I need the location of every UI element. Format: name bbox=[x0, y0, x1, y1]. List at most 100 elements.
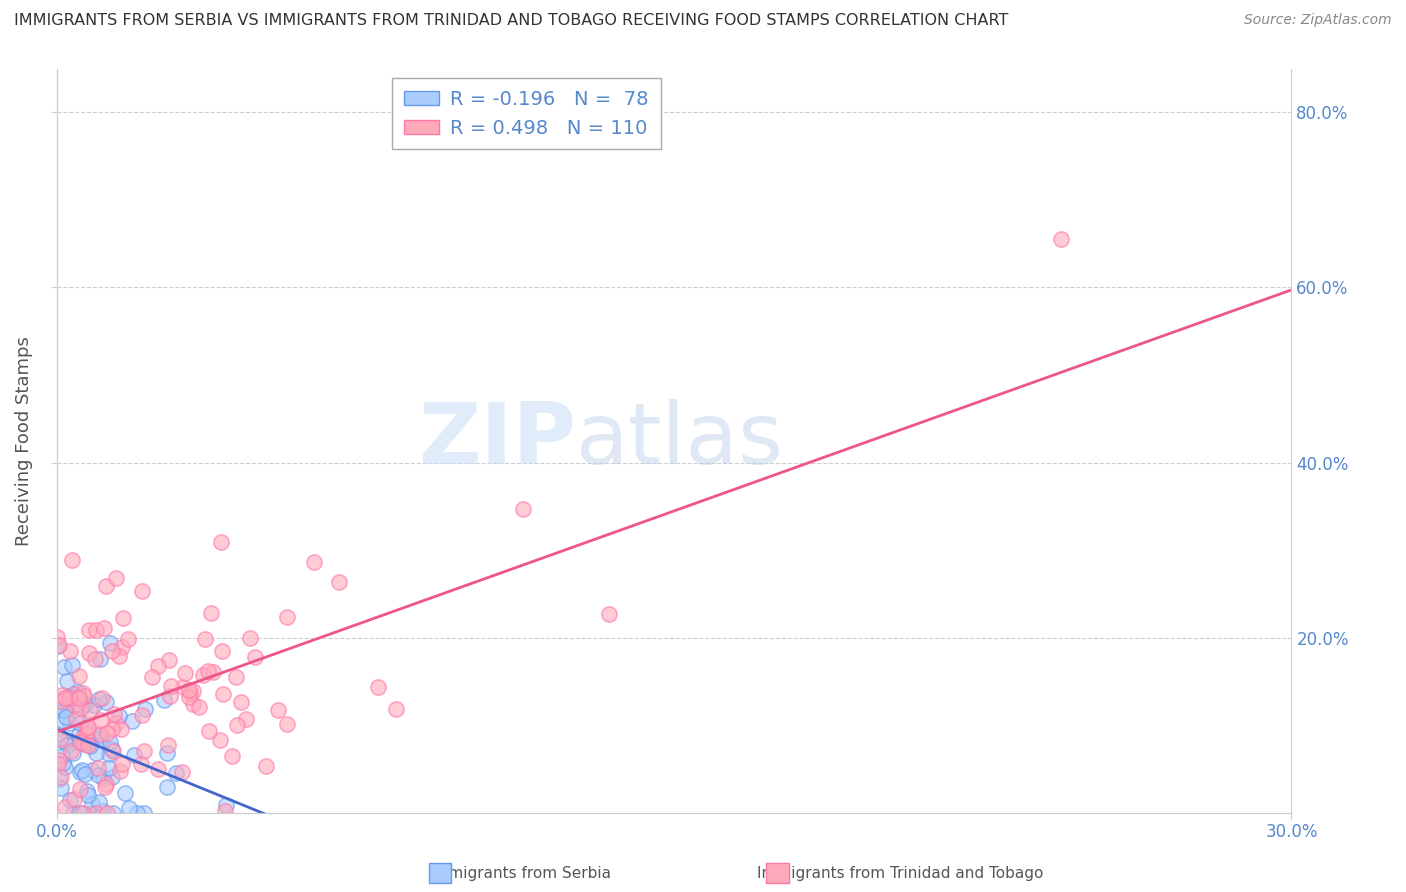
Point bbox=[111, 757, 134, 772]
Point bbox=[98, 762, 121, 776]
Point bbox=[103, 744, 125, 758]
Point bbox=[55, 710, 77, 724]
Point bbox=[48, 757, 70, 772]
Point bbox=[141, 670, 163, 684]
Point bbox=[90, 727, 112, 741]
Point bbox=[1050, 232, 1073, 246]
Point bbox=[53, 690, 76, 705]
Point bbox=[69, 781, 91, 796]
Point bbox=[76, 720, 98, 734]
Point bbox=[69, 715, 91, 730]
Point bbox=[226, 718, 249, 732]
Point bbox=[58, 689, 80, 703]
Point bbox=[159, 680, 181, 694]
Point bbox=[65, 689, 87, 703]
Point bbox=[94, 780, 117, 795]
Point bbox=[46, 701, 69, 715]
Point bbox=[82, 763, 104, 777]
Point bbox=[302, 555, 325, 569]
Point bbox=[156, 747, 179, 761]
Point bbox=[90, 713, 112, 727]
Point bbox=[131, 584, 153, 599]
Point bbox=[177, 690, 200, 705]
Point bbox=[111, 640, 134, 654]
Point bbox=[76, 727, 98, 741]
Point bbox=[59, 738, 82, 752]
Point bbox=[55, 673, 77, 688]
Point bbox=[69, 736, 91, 750]
Point bbox=[75, 767, 97, 781]
Point bbox=[52, 714, 75, 729]
Point bbox=[96, 777, 118, 791]
Point bbox=[215, 798, 238, 813]
Point bbox=[193, 667, 215, 681]
Point bbox=[101, 723, 124, 737]
Point bbox=[111, 611, 134, 625]
Point bbox=[177, 682, 200, 697]
Text: Immigrants from Trinidad and Tobago: Immigrants from Trinidad and Tobago bbox=[756, 866, 1043, 881]
Point bbox=[91, 771, 114, 785]
Point bbox=[103, 707, 125, 722]
Point bbox=[70, 699, 93, 714]
Point bbox=[73, 689, 96, 703]
Point bbox=[96, 726, 118, 740]
Point bbox=[87, 795, 110, 809]
Point bbox=[159, 690, 181, 704]
Point bbox=[194, 632, 217, 646]
Point bbox=[69, 764, 91, 779]
Point bbox=[208, 732, 231, 747]
Point bbox=[197, 664, 219, 678]
Point bbox=[62, 805, 84, 820]
Point bbox=[87, 691, 110, 706]
Point bbox=[69, 805, 91, 820]
Point bbox=[201, 665, 224, 679]
Point bbox=[89, 732, 111, 747]
Point bbox=[114, 786, 136, 800]
Point bbox=[77, 788, 100, 802]
Point bbox=[108, 649, 131, 664]
Point bbox=[52, 660, 75, 674]
Point bbox=[157, 653, 180, 667]
Point bbox=[84, 805, 107, 820]
Point bbox=[101, 644, 124, 658]
Point bbox=[62, 747, 84, 761]
Point bbox=[209, 535, 232, 549]
Point bbox=[69, 735, 91, 749]
Point bbox=[59, 793, 82, 807]
Point bbox=[156, 780, 179, 794]
Text: IMMIGRANTS FROM SERBIA VS IMMIGRANTS FROM TRINIDAD AND TOBAGO RECEIVING FOOD STA: IMMIGRANTS FROM SERBIA VS IMMIGRANTS FRO… bbox=[14, 13, 1008, 29]
Point bbox=[52, 756, 75, 770]
Point bbox=[60, 553, 83, 567]
Point bbox=[211, 644, 233, 658]
Point bbox=[179, 685, 201, 699]
Point bbox=[87, 767, 110, 781]
Point bbox=[131, 707, 153, 722]
Point bbox=[59, 644, 82, 658]
Point bbox=[67, 698, 90, 713]
Point bbox=[46, 640, 69, 654]
Point bbox=[367, 681, 389, 695]
Point bbox=[200, 606, 222, 620]
Point bbox=[72, 764, 94, 778]
Point bbox=[98, 735, 121, 749]
Point bbox=[146, 658, 169, 673]
Point bbox=[187, 699, 209, 714]
Point bbox=[96, 805, 118, 820]
Point bbox=[49, 732, 72, 747]
Point bbox=[129, 757, 152, 772]
Text: atlas: atlas bbox=[575, 400, 783, 483]
Point bbox=[53, 799, 76, 814]
Point bbox=[76, 721, 98, 735]
Point bbox=[276, 610, 298, 624]
Point bbox=[598, 607, 620, 622]
Point bbox=[60, 658, 83, 673]
Point bbox=[49, 780, 72, 795]
Point bbox=[512, 501, 534, 516]
Point bbox=[76, 784, 98, 798]
Point bbox=[73, 737, 96, 751]
Point bbox=[101, 771, 124, 785]
Text: Immigrants from Serbia: Immigrants from Serbia bbox=[429, 866, 612, 881]
Point bbox=[58, 691, 80, 706]
Point bbox=[67, 668, 90, 682]
Legend: R = -0.196   N =  78, R = 0.498   N = 110: R = -0.196 N = 78, R = 0.498 N = 110 bbox=[392, 78, 661, 149]
